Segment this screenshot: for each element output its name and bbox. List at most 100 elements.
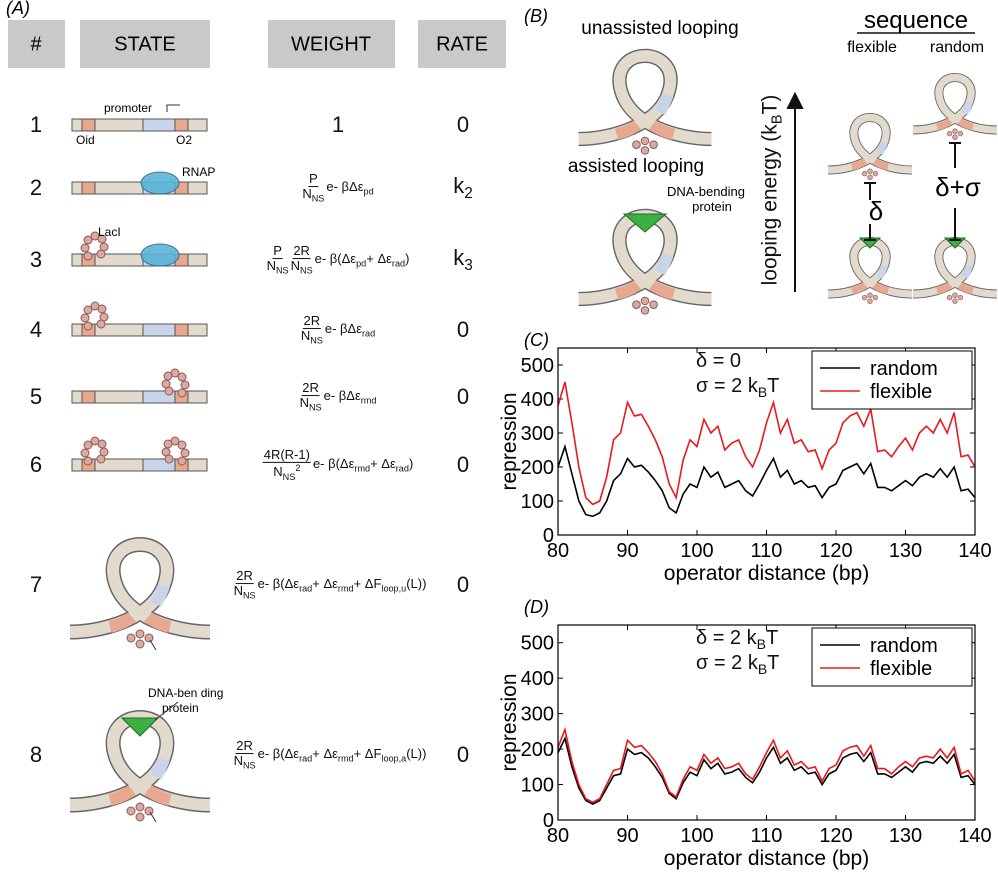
weight: 2RNNSe- βΔεrmd [300,381,377,413]
row-number: 1 [30,112,42,138]
legend-label: random [870,358,938,380]
text: looping energy (k [758,124,781,285]
subscript: B [758,661,767,677]
exponent: e- β(Δεrmd+ Δεrad) [313,456,413,474]
denominator: NNS [302,187,324,204]
text: ) [405,251,409,266]
subscript: rmd [338,754,354,764]
text: N [234,753,243,768]
subscript: rmd [354,464,370,474]
text: + Δε [370,456,396,471]
laci [164,440,172,448]
annotation: δ = 2 kBT [696,627,778,652]
exponent: e- βΔεrmd [324,388,377,406]
label: random [930,39,984,56]
rate: 0 [457,317,469,343]
laci [84,322,92,330]
numerator: P [272,244,283,259]
text: T [767,652,779,674]
rnap [141,172,179,194]
dna-loop [70,545,210,649]
promoter [143,324,175,336]
header: RATE [436,33,488,55]
fraction: 4R(R-1)NNS2 [263,448,311,482]
figure-graphics: # STATE WEIGHT RATE (A) (B) (C) (D) prom… [0,0,998,879]
subscript: B [757,636,766,652]
numerator: 2R [303,314,322,329]
denominator: NNS [301,329,323,346]
dna-loop [913,78,997,140]
laci [81,244,89,252]
text: e- βΔε [325,321,362,336]
exponent: e- βΔεpd [326,179,373,197]
text: T [767,375,779,397]
y-tick-label: 100 [521,775,554,797]
panel-label: (D) [524,597,549,617]
y-axis-label: repression [498,392,521,490]
numerator: 4R(R-1) [263,448,311,463]
text: δ = 2 k [696,627,757,649]
rate: 0 [457,572,469,598]
text: + ΔF [354,746,382,761]
subscript: rmd [338,584,354,594]
denominator: NNS2 [273,463,300,482]
text: 2R [236,568,253,583]
row-number: 8 [30,742,42,768]
x-tick-label: 100 [680,825,713,847]
laci [97,320,105,328]
text: (L)) [406,576,426,591]
laci [97,250,105,258]
text: 0 [457,317,469,342]
text: e- β(Δε [315,251,356,266]
table-header: # STATE WEIGHT RATE [8,20,506,68]
text: N [300,395,309,410]
label: flexible [847,39,897,56]
subscript: rmd [361,396,377,406]
exponent: e- β(Δεrad+ Δεrmd+ ΔFloop,u(L)) [258,576,427,594]
laci [165,387,173,395]
text: N [234,583,243,598]
fraction: 2RNNS [301,314,323,346]
subscript: NS [309,403,322,413]
text: k [453,173,464,198]
state-label: Oid [76,133,95,147]
operator [82,182,95,194]
weight: PNNSe- βΔεpd [302,172,373,204]
panel-label: (A) [6,0,30,18]
row-number: 7 [30,572,42,598]
text: + Δε [366,251,392,266]
subscript: rad [362,329,375,339]
subscript: NS [310,336,323,346]
y-axis-label: repression [498,673,521,771]
text: 0 [457,384,469,409]
laci [181,381,189,389]
charts: 01002003004005008090100110120130140opera… [498,348,992,870]
y-tick-label: 500 [521,633,554,655]
laci [164,372,172,380]
x-tick-label: 140 [958,540,991,562]
laci [98,440,106,448]
text: N [273,465,282,480]
weight: 2RNNSe- β(Δεrad+ Δεrmd+ ΔFloop,u(L)) [234,569,427,601]
text: T [766,627,778,649]
dna-loop [913,242,997,304]
text: 2R [304,313,321,328]
dna-loop [579,56,712,154]
text: + Δε [312,746,338,761]
text: σ = 2 k [696,652,758,674]
denominator: NNS [291,259,313,276]
rate: 0 [457,112,469,138]
text: 0 [457,452,469,477]
promoter [143,119,175,131]
denominator: NNS [300,396,322,413]
text: e- β(Δε [258,576,299,591]
x-tick-label: 120 [819,825,852,847]
operator [82,391,95,403]
panel-label: (C) [524,330,549,350]
x-tick-label: 130 [889,540,922,562]
subscript: NS [283,472,296,482]
rate: 0 [457,384,469,410]
panel-label: (B) [524,6,548,26]
